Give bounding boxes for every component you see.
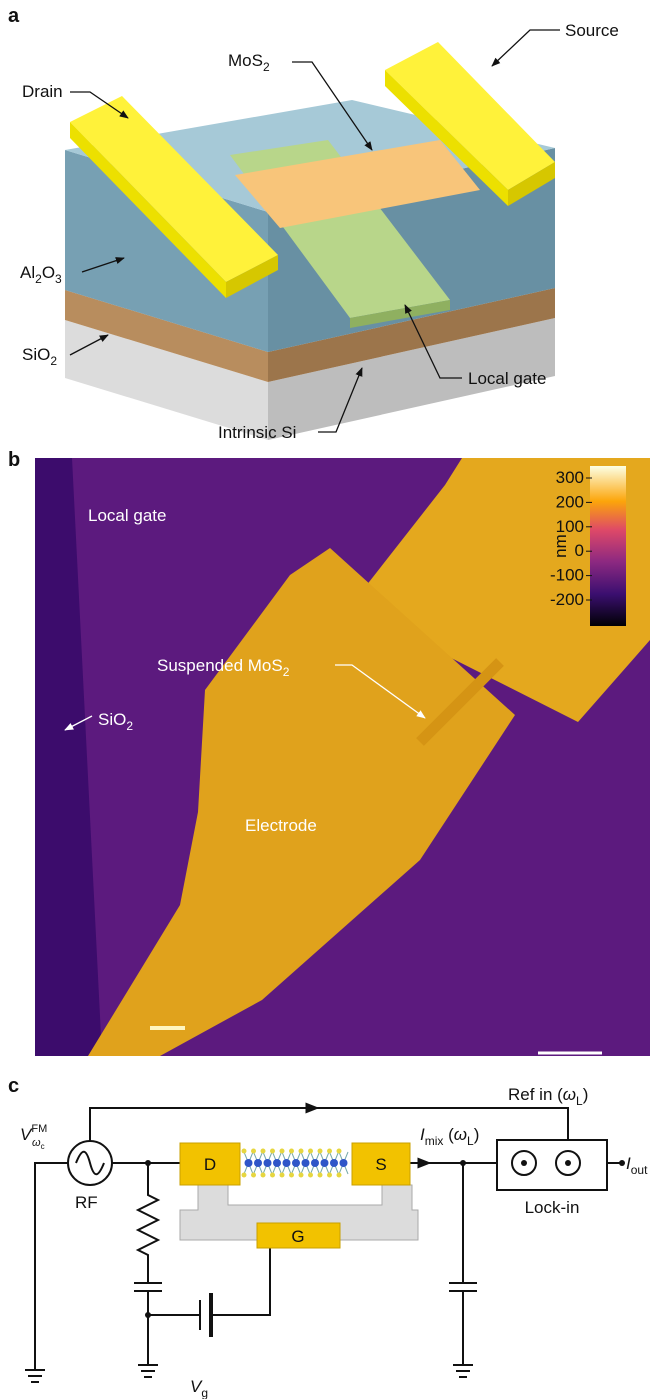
sulfur-atom [299, 1173, 304, 1178]
label-electrode: Electrode [245, 816, 317, 835]
mo-atom [330, 1159, 338, 1167]
label-drain: Drain [22, 82, 63, 101]
label-mos2: MoS2 [228, 51, 270, 74]
text: ) [474, 1125, 480, 1144]
colorbar-tick-label: -100 [550, 566, 584, 585]
sulfur-atom [337, 1149, 342, 1154]
colorbar [590, 466, 626, 626]
text: Al [20, 263, 35, 282]
label-imix: Imix (ωL) [420, 1125, 479, 1148]
text: Ref in ( [508, 1085, 563, 1104]
mo-atom [264, 1159, 272, 1167]
label-rf: RF [75, 1193, 98, 1212]
panel-b: b 300 200 100 0 -100 -200 nm Local gate Suspe… [8, 449, 650, 1056]
sulfur-atom [242, 1173, 247, 1178]
mo-atom [292, 1159, 300, 1167]
sulfur-atom [251, 1173, 256, 1178]
sulfur-atom [318, 1173, 323, 1178]
sulfur-atom [242, 1149, 247, 1154]
label-d: D [204, 1155, 216, 1174]
sulfur-atom [327, 1149, 332, 1154]
subscript: 3 [55, 272, 62, 286]
sulfur-atom [289, 1149, 294, 1154]
label-iout: Iout [626, 1154, 648, 1177]
label-intrinsic-si: Intrinsic Si [218, 423, 296, 442]
subscript: 2 [50, 354, 57, 368]
mo-atom [340, 1159, 348, 1167]
sulfur-atom [261, 1173, 266, 1178]
mo-atom [273, 1159, 281, 1167]
text: ) [583, 1085, 589, 1104]
colorbar-tick-label: 200 [556, 492, 584, 511]
subscript: g [201, 1386, 208, 1399]
sulfur-atom [280, 1173, 285, 1178]
mo-atom [254, 1159, 262, 1167]
sulfur-atom [270, 1173, 275, 1178]
label-ref-in: Ref in (ωL) [508, 1085, 588, 1108]
panel-c: c D S G [8, 1075, 648, 1399]
panel-label: a [8, 5, 20, 27]
superscript: FM [31, 1123, 47, 1135]
subscript: c [41, 1142, 45, 1151]
sulfur-atom [261, 1149, 266, 1154]
text: ω [563, 1085, 576, 1104]
colorbar-tick-label: 0 [575, 541, 584, 560]
text: MoS [228, 51, 263, 70]
subscript: 2 [126, 719, 133, 733]
sulfur-atom [318, 1149, 323, 1154]
colorbar-tick-label: -200 [550, 590, 584, 609]
label-al2o3: Al2O3 [20, 263, 62, 286]
sulfur-atom [289, 1173, 294, 1178]
text: ω [454, 1125, 467, 1144]
mo-atom [245, 1159, 253, 1167]
sulfur-atom [251, 1149, 256, 1154]
panel-a: a Source MoS2 Drain Al2O3 SiO2 [8, 5, 619, 442]
text: SiO [98, 710, 126, 729]
mo-atom [311, 1159, 319, 1167]
sulfur-atom [308, 1173, 313, 1178]
sulfur-atom [337, 1173, 342, 1178]
subscript: mix [425, 1134, 444, 1148]
label-vg: Vg [190, 1377, 208, 1399]
subscript: 2 [283, 665, 290, 679]
label-local-gate: Local gate [468, 369, 546, 388]
sulfur-atom [280, 1149, 285, 1154]
figure: a Source MoS2 Drain Al2O3 SiO2 [0, 0, 651, 1399]
sulfur-atom [327, 1173, 332, 1178]
colorbar-tick-label: 300 [556, 468, 584, 487]
text: ( [443, 1125, 454, 1144]
label-sio2: SiO2 [22, 345, 57, 368]
label-source: Source [565, 21, 619, 40]
label-s: S [375, 1155, 386, 1174]
sulfur-atom [270, 1149, 275, 1154]
panel-label: c [8, 1075, 19, 1097]
label-local-gate: Local gate [88, 506, 166, 525]
mo-atom [283, 1159, 291, 1167]
mo-atom [321, 1159, 329, 1167]
text: Suspended MoS [157, 656, 283, 675]
sulfur-atom [308, 1149, 313, 1154]
panel-label: b [8, 449, 20, 471]
text: SiO [22, 345, 50, 364]
label-lockin: Lock-in [525, 1198, 580, 1217]
colorbar-tick-label: 100 [556, 517, 584, 536]
colorbar-unit: nm [551, 534, 570, 558]
mo-atom [302, 1159, 310, 1167]
subscript: 2 [263, 60, 270, 74]
subscript: out [631, 1163, 648, 1177]
text: O [42, 263, 55, 282]
sulfur-atom [299, 1149, 304, 1154]
label-g: G [291, 1227, 304, 1246]
